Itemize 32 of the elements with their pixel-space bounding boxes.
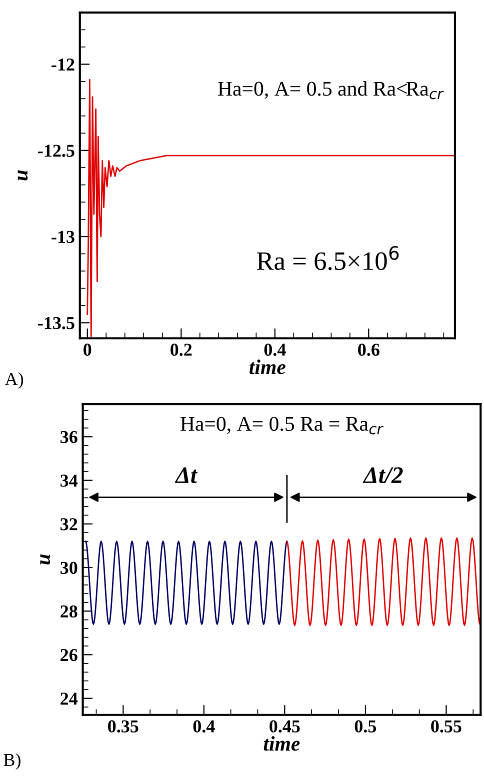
y-tick-label: 26 bbox=[60, 649, 78, 662]
x-tick-label: 0 bbox=[84, 344, 92, 356]
annotation: Δt bbox=[174, 467, 198, 484]
text: A) bbox=[5, 372, 24, 389]
x-tick-label: 0.35 bbox=[108, 720, 138, 733]
y-tick-label: 28 bbox=[60, 605, 78, 618]
y-tick-label: 36 bbox=[60, 431, 78, 444]
x-tick-label: 0.4 bbox=[193, 720, 215, 733]
annotation: Ha=0, A= 0.5 Ra = Ra$_{cr}$ bbox=[180, 416, 384, 434]
y-tick-label: -12 bbox=[52, 58, 74, 70]
y-tick-label: -13 bbox=[52, 230, 74, 244]
annotation: Ha=0, A= 0.5 and Ra<Ra$_{cr}$ bbox=[218, 81, 444, 100]
y-tick-label: 24 bbox=[60, 692, 78, 705]
x-tick-label: 0.2 bbox=[170, 344, 192, 356]
y-tick-label: -12.5 bbox=[38, 144, 74, 157]
x-axis-title: time bbox=[250, 359, 286, 374]
annotation: Δt/2 bbox=[362, 467, 403, 484]
x-tick-label: 0.4 bbox=[264, 344, 286, 356]
y-tick-label: 32 bbox=[60, 518, 78, 530]
text: B) bbox=[4, 753, 20, 770]
y-axis-title: u bbox=[40, 554, 50, 564]
y-tick-label: -13.5 bbox=[38, 317, 74, 330]
y-tick-label: 30 bbox=[60, 562, 78, 574]
x-axis-title: time bbox=[264, 736, 300, 751]
x-tick-label: 0.55 bbox=[431, 720, 462, 733]
y-tick-label: 34 bbox=[60, 474, 78, 487]
annotation: Ra = 6.5×10$^{6}$ bbox=[256, 246, 399, 270]
line-series bbox=[86, 79, 455, 338]
x-tick-label: 0.6 bbox=[358, 344, 380, 356]
x-tick-label: 0.5 bbox=[354, 720, 376, 733]
y-axis-title: u bbox=[18, 170, 28, 180]
x-tick-label: 0.45 bbox=[270, 720, 300, 733]
